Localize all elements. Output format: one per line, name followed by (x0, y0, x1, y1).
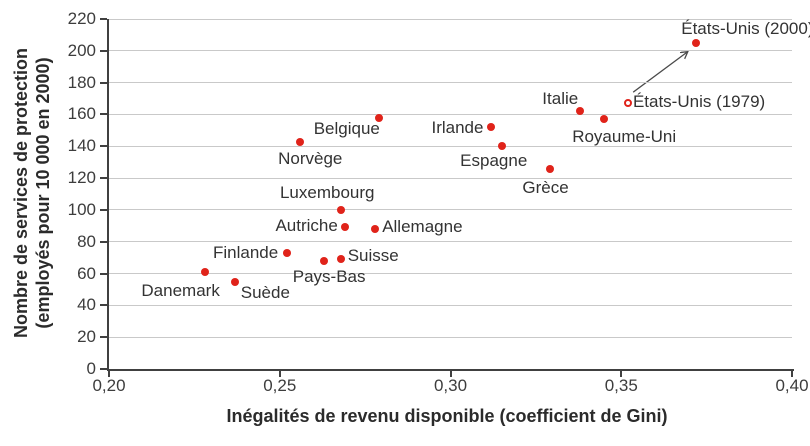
y-tick-label-220: 220 (67, 9, 96, 28)
data-point-norvege (296, 137, 305, 146)
point-label-autriche: Autriche (275, 216, 338, 236)
y-tick-label-200: 200 (67, 40, 96, 60)
data-point-espagne (497, 142, 506, 151)
data-point-italie (576, 107, 585, 116)
gridline-y-180 (109, 82, 792, 84)
y-tick-label-20: 20 (77, 327, 96, 347)
y-axis-line (107, 19, 109, 371)
data-point-danemark (200, 267, 209, 276)
y-tick-220 (100, 18, 107, 20)
point-label-etats-unis-2000: États-Unis (2000) (681, 18, 810, 38)
y-axis-title: Nombre de services de protection (employ… (10, 0, 56, 403)
data-point-allemagne (371, 225, 380, 233)
point-label-grece: Grèce (522, 177, 569, 197)
y-tick-80 (100, 240, 107, 243)
data-point-finlande (282, 248, 291, 257)
point-label-suisse: Suisse (347, 246, 399, 266)
gridline-y-20 (109, 336, 792, 338)
x-tick-label-0-25: 0,25 (263, 376, 297, 395)
point-label-allemagne: Allemagne (382, 217, 463, 236)
y-tick-180 (100, 81, 107, 84)
x-tick-0-35 (620, 371, 623, 377)
y-tick-label-40: 40 (77, 295, 96, 315)
data-point-belgique (374, 113, 383, 122)
data-point-luxembourg (337, 205, 346, 214)
data-point-etats-unis-1979 (624, 99, 633, 108)
y-tick-140 (100, 145, 107, 148)
x-tick-0-40 (791, 371, 793, 377)
y-tick-160 (100, 113, 107, 116)
data-point-irlande (487, 123, 496, 132)
y-tick-label-160: 160 (67, 104, 96, 124)
x-tick-label-0-20: 0,20 (92, 376, 126, 395)
point-label-pays-bas: Pays-Bas (292, 266, 366, 286)
y-tick-label-180: 180 (67, 72, 96, 92)
y-tick-40 (100, 304, 107, 307)
y-tick-0 (100, 368, 107, 370)
x-tick-label-0-40: 0,40 (775, 376, 809, 395)
gridline-y-40 (109, 304, 792, 306)
point-label-irlande: Irlande (431, 118, 484, 138)
y-tick-20 (100, 336, 107, 339)
gridline-y-160 (109, 113, 792, 115)
x-tick-label-0-30: 0,30 (433, 376, 468, 395)
data-point-pays-bas (320, 256, 329, 265)
gridline-y-200 (109, 50, 792, 52)
y-tick-label-140: 140 (67, 136, 96, 156)
point-label-norvege: Norvège (278, 148, 343, 168)
data-point-autriche (340, 223, 349, 232)
x-tick-0-30 (449, 371, 452, 377)
y-tick-label-100: 100 (67, 199, 96, 219)
data-point-suisse (337, 255, 346, 264)
arrow-1979-to-2000 (632, 52, 688, 93)
point-label-danemark: Danemark (141, 280, 220, 300)
gridline-y-80 (109, 241, 792, 243)
gridline-y-120 (109, 177, 792, 179)
point-label-espagne: Espagne (460, 151, 528, 171)
data-point-etats-unis-2000 (692, 38, 701, 47)
gridline-y-100 (109, 209, 792, 211)
point-label-luxembourg: Luxembourg (279, 182, 375, 202)
y-axis-title-line2: (employés pour 10 000 en 2000) (33, 57, 53, 329)
x-tick-label-0-35: 0,35 (604, 376, 638, 395)
point-label-royaume-uni: Royaume-Uni (572, 127, 677, 147)
y-tick-200 (100, 49, 107, 52)
x-axis-title: Inégalités de revenu disponible (coeffic… (226, 406, 668, 426)
x-axis-line (107, 369, 794, 371)
x-tick-0-25 (278, 371, 281, 377)
gridline-y-220 (109, 18, 792, 20)
y-tick-label-0: 0 (86, 359, 96, 378)
data-point-grece (545, 164, 554, 173)
point-label-suede: Suède (240, 282, 290, 302)
point-label-belgique: Belgique (313, 118, 380, 138)
point-label-finlande: Finlande (212, 242, 279, 262)
x-tick-0-20 (108, 371, 110, 377)
gridline-y-60 (109, 273, 792, 275)
y-tick-120 (100, 177, 107, 180)
y-axis-title-line1: Nombre de services de protection (11, 47, 31, 339)
point-label-italie: Italie (542, 89, 579, 109)
y-tick-label-80: 80 (77, 231, 96, 251)
data-point-royaume-uni (600, 115, 609, 124)
y-tick-100 (100, 208, 107, 211)
y-tick-label-120: 120 (67, 168, 96, 188)
point-label-etats-unis-1979: États-Unis (1979) (632, 92, 766, 112)
data-point-suede (231, 277, 240, 286)
gridline-y-140 (109, 145, 792, 147)
y-tick-60 (100, 272, 107, 275)
y-tick-label-60: 60 (77, 263, 96, 283)
